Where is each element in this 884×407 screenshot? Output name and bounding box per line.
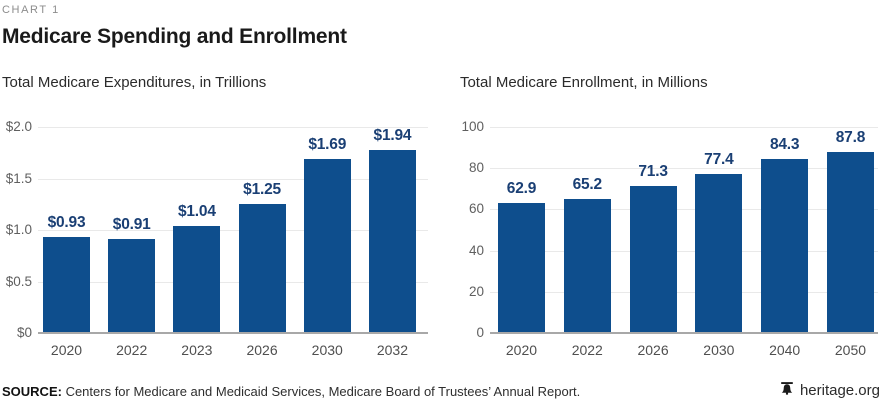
x-tick-label: 2020 [505, 342, 538, 358]
bar-value-label: $1.04 [177, 202, 216, 220]
y-tick-label: 0 [476, 325, 484, 340]
bar-column: $0.93 [43, 127, 90, 333]
x-tick-label: 2020 [50, 342, 83, 358]
bar [43, 237, 90, 333]
y-tick-label: 20 [468, 283, 484, 299]
bar [173, 225, 221, 333]
bar-value-label: 77.4 [704, 150, 734, 168]
gridline [489, 168, 878, 170]
y-tick-label: $0.5 [5, 273, 32, 289]
liberty-bell-icon [780, 382, 794, 399]
gridline [38, 230, 428, 231]
y-tick-label: $1.0 [5, 222, 32, 237]
y-axis-labels: $0 $0.5 $1.0 $1.5 $2.0 [2, 119, 32, 340]
expenditures-chart-subtitle: Total Medicare Expenditures, in Trillion… [2, 74, 267, 91]
x-tick-label: 2022 [571, 342, 603, 358]
bar-column: 62.9 [497, 127, 545, 333]
bar-value-label: 87.8 [835, 129, 866, 147]
x-axis-labels: 2020 2022 2023 2026 2030 2032 [38, 342, 428, 358]
bar [108, 239, 156, 333]
y-tick-label: 100 [461, 119, 484, 134]
y-tick-label: 60 [468, 201, 484, 217]
bar-column: 71.3 [629, 127, 677, 333]
x-tick-label: 2040 [769, 342, 801, 358]
bar [497, 203, 545, 333]
footer: SOURCE: Centers for Medicare and Medicai… [2, 382, 880, 399]
heritage-brand: heritage.org [780, 382, 880, 399]
bar [629, 186, 677, 333]
bar-value-label: 62.9 [506, 180, 537, 198]
page-title: Medicare Spending and Enrollment [2, 25, 347, 48]
y-tick-label: 80 [468, 160, 484, 176]
charts-row: Total Medicare Expenditures, in Trillion… [2, 74, 882, 363]
gridline [489, 209, 878, 211]
bar-column: $1.69 [303, 127, 351, 333]
bar-column: $1.25 [238, 127, 286, 333]
x-axis-line [38, 332, 428, 334]
y-tick-label: $1.5 [5, 170, 32, 186]
plot-area: $0.93 $0.91 $1.04 $1.25 $1.69 $1.94 2020 2022 2… [38, 127, 428, 358]
x-tick-label: 2032 [376, 342, 409, 358]
expenditures-chart-plot: $0 $0.5 $1.0 $1.5 $2.0 $0.93 $0.91 $1.04 $1.25 $… [2, 92, 440, 363]
bar [368, 150, 416, 333]
bar-column: 87.8 [826, 127, 874, 333]
y-tick-label: $0 [16, 325, 32, 340]
bar-column: 77.4 [695, 127, 743, 333]
y-tick-label: 40 [468, 242, 484, 258]
bar-value-label: $1.94 [373, 127, 412, 144]
y-tick-label: $2.0 [5, 119, 32, 134]
expenditures-chart: Total Medicare Expenditures, in Trillion… [2, 74, 440, 363]
gridline [489, 250, 878, 252]
x-axis-line [489, 332, 878, 334]
bars-group: $0.93 $0.91 $1.04 $1.25 $1.69 $1.94 [38, 127, 428, 333]
bar-value-label: 71.3 [638, 163, 668, 181]
bar-value-label: $0.91 [112, 216, 151, 234]
source-label: SOURCE: [2, 384, 62, 399]
bar-column: $0.91 [108, 127, 156, 333]
bar-column: 65.2 [563, 127, 611, 333]
bar [826, 152, 874, 333]
bars-group: 62.9 65.2 71.3 77.4 84.3 87.8 [490, 127, 878, 333]
plot-area: 62.9 65.2 71.3 77.4 84.3 87.8 2020 2022 2026 203… [489, 127, 878, 358]
source-note: SOURCE: Centers for Medicare and Medicai… [2, 384, 580, 399]
bar-value-label: $1.69 [308, 135, 347, 153]
bar-column: $1.94 [368, 127, 416, 333]
chart-kicker: CHART 1 [2, 4, 60, 16]
y-axis-labels: 0 20 40 60 80 100 [460, 119, 484, 340]
enrollment-chart: Total Medicare Enrollment, in Millions 0… [460, 74, 882, 363]
source-text: Centers for Medicare and Medicaid Servic… [61, 384, 581, 399]
x-tick-label: 2026 [637, 342, 669, 358]
bar [695, 173, 743, 333]
bar [761, 159, 809, 333]
x-tick-label: 2026 [246, 342, 278, 358]
bar-column: $1.04 [173, 127, 221, 333]
bar [303, 158, 351, 333]
x-axis-labels: 2020 2022 2026 2030 2040 2050 [490, 342, 878, 358]
gridline [38, 127, 428, 128]
x-tick-label: 2023 [181, 342, 213, 358]
x-tick-label: 2022 [116, 342, 148, 358]
bar-value-label: 65.2 [572, 175, 603, 193]
gridline [38, 281, 428, 283]
bar-value-label: $1.25 [243, 181, 281, 199]
enrollment-chart-plot: 0 20 40 60 80 100 62.9 65.2 71.3 77.4 84.3 87.8 20… [460, 92, 882, 363]
bar-value-label: 84.3 [769, 136, 800, 154]
x-tick-label: 2030 [311, 342, 343, 358]
gridline [38, 178, 428, 180]
bar-column: 84.3 [761, 127, 809, 333]
gridline [489, 291, 878, 293]
enrollment-chart-subtitle: Total Medicare Enrollment, in Millions [459, 74, 708, 91]
brand-text: heritage.org [799, 382, 880, 399]
gridline [489, 127, 878, 128]
bar-value-label: $0.93 [47, 214, 86, 232]
bar [238, 204, 286, 333]
x-tick-label: 2050 [834, 342, 867, 358]
bar [563, 198, 611, 333]
x-tick-label: 2030 [703, 342, 735, 358]
